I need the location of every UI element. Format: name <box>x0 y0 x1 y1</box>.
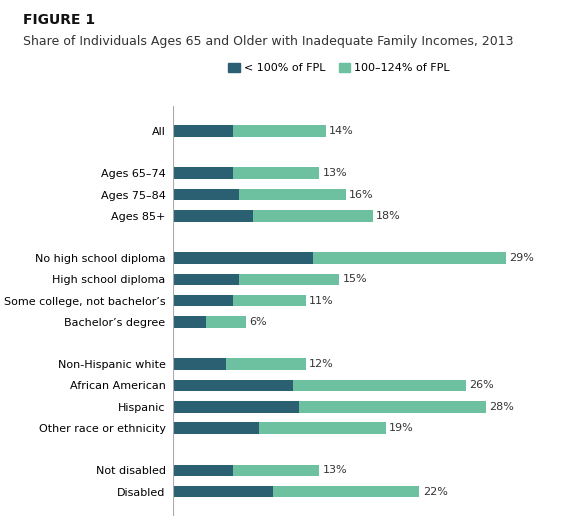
Bar <box>172 252 313 264</box>
Bar <box>299 401 486 412</box>
Text: 6%: 6% <box>249 317 267 327</box>
Bar <box>313 252 506 264</box>
Bar <box>293 380 466 392</box>
Bar <box>259 422 386 434</box>
Bar <box>172 273 239 285</box>
Bar <box>226 359 306 370</box>
Legend: < 100% of FPL, 100–124% of FPL: < 100% of FPL, 100–124% of FPL <box>224 59 454 78</box>
Bar <box>206 316 246 328</box>
Text: 14%: 14% <box>329 126 354 136</box>
Bar <box>172 168 232 179</box>
Bar <box>252 210 373 221</box>
Text: FIGURE 1: FIGURE 1 <box>23 13 95 27</box>
Bar <box>172 422 259 434</box>
Text: 15%: 15% <box>343 275 367 285</box>
Bar <box>172 464 232 476</box>
Bar <box>172 295 232 306</box>
Bar <box>239 189 346 201</box>
Bar <box>172 189 239 201</box>
Text: 28%: 28% <box>489 402 514 412</box>
Bar <box>273 486 419 497</box>
Bar <box>172 380 293 392</box>
Text: 12%: 12% <box>309 359 334 369</box>
Text: 26%: 26% <box>469 380 494 390</box>
Bar <box>232 125 326 137</box>
Bar <box>232 295 306 306</box>
Text: 13%: 13% <box>323 168 347 178</box>
Bar <box>172 125 232 137</box>
Bar <box>172 486 273 497</box>
Bar <box>239 273 339 285</box>
Bar <box>172 316 206 328</box>
Bar <box>172 210 252 221</box>
Bar <box>232 168 319 179</box>
Bar <box>172 401 299 412</box>
Text: 18%: 18% <box>376 211 401 221</box>
Text: 29%: 29% <box>509 253 534 263</box>
Text: 13%: 13% <box>323 466 347 476</box>
Text: 11%: 11% <box>309 296 334 305</box>
Text: 19%: 19% <box>389 423 414 433</box>
Text: Share of Individuals Ages 65 and Older with Inadequate Family Incomes, 2013: Share of Individuals Ages 65 and Older w… <box>23 35 513 47</box>
Text: 22%: 22% <box>423 487 447 496</box>
Bar <box>232 464 319 476</box>
Text: 16%: 16% <box>349 189 374 200</box>
Bar <box>172 359 226 370</box>
